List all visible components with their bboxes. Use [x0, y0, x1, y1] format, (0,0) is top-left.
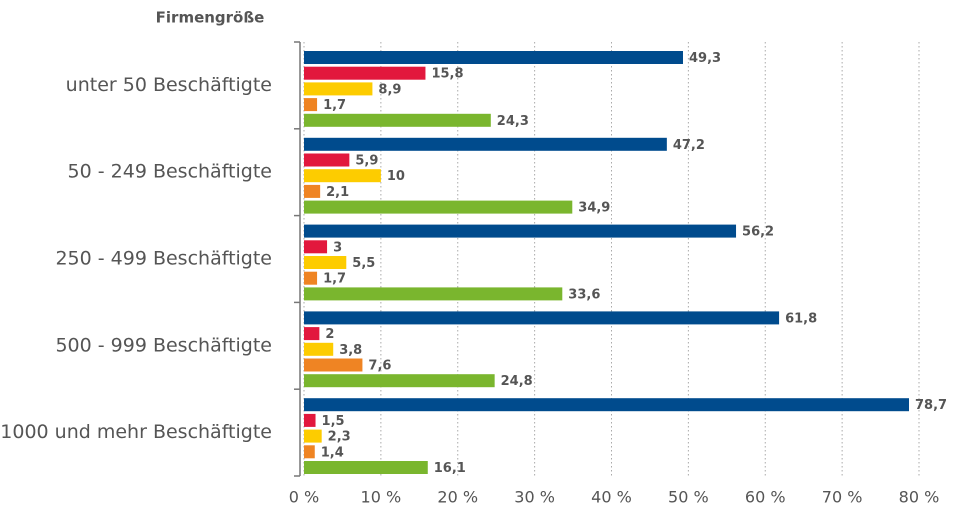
bar: [304, 66, 426, 80]
bar: [304, 287, 563, 301]
data-label: 1,7: [323, 272, 346, 287]
data-label: 24,8: [501, 374, 533, 389]
x-tick-label: 10 %: [361, 488, 402, 507]
bar: [304, 82, 373, 96]
data-label: 2: [325, 327, 334, 342]
bar: [304, 271, 318, 285]
data-label: 1,4: [321, 445, 344, 460]
data-label: 10: [387, 169, 405, 184]
data-label: 24,3: [497, 114, 529, 129]
y-tick-label: 1000 und mehr Beschäftigte: [0, 421, 272, 443]
bar: [304, 374, 495, 388]
bar: [304, 240, 328, 254]
data-label: 2,3: [328, 430, 351, 445]
bar: [304, 413, 316, 427]
data-label: 1,7: [323, 98, 346, 113]
data-label: 47,2: [673, 138, 705, 153]
data-label: 3: [333, 240, 342, 255]
bar: [304, 311, 780, 325]
bar: [304, 184, 321, 198]
data-label: 7,6: [368, 359, 391, 374]
bar: [304, 342, 334, 356]
x-tick-label: 30 %: [514, 488, 555, 507]
data-label: 33,6: [568, 287, 600, 302]
y-tick-label: 50 - 249 Beschäftigte: [68, 161, 272, 183]
bar: [304, 256, 347, 269]
x-tick-label: 50 %: [668, 488, 709, 507]
data-label: 15,8: [431, 67, 463, 82]
bar: [304, 137, 667, 151]
bar: [304, 398, 910, 412]
bar: [304, 358, 363, 372]
data-label: 16,1: [434, 461, 466, 476]
data-label: 1,5: [322, 414, 345, 429]
bar: [304, 51, 683, 64]
data-label: 49,3: [689, 51, 721, 66]
bar: [304, 461, 428, 474]
y-axis-title: Firmengröße: [156, 9, 265, 27]
bar: [304, 153, 350, 167]
data-label: 56,2: [742, 225, 774, 240]
x-tick-label: 70 %: [822, 488, 863, 507]
x-tick-label: 40 %: [591, 488, 632, 507]
data-label: 5,9: [355, 154, 378, 169]
x-tick-label: 80 %: [899, 488, 940, 507]
data-label: 8,9: [378, 82, 401, 97]
bar: [304, 429, 322, 443]
bar: [304, 98, 318, 112]
data-label: 3,8: [339, 343, 362, 358]
x-tick-label: 20 %: [437, 488, 478, 507]
bar: [304, 169, 381, 183]
y-tick-label: 250 - 499 Beschäftigte: [55, 248, 272, 270]
data-label: 34,9: [578, 201, 610, 216]
bar: [304, 113, 491, 127]
y-tick-label: 500 - 999 Beschäftigte: [55, 334, 272, 356]
bar: [304, 445, 315, 459]
data-label: 78,7: [915, 398, 947, 413]
bar: [304, 327, 320, 341]
data-label: 2,1: [326, 185, 349, 200]
data-label: 5,5: [352, 256, 375, 271]
x-tick-label: 0 %: [289, 488, 319, 507]
y-tick-label: unter 50 Beschäftigte: [66, 74, 272, 96]
bar: [304, 224, 737, 238]
x-tick-label: 60 %: [745, 488, 786, 507]
data-label: 61,8: [785, 311, 817, 326]
bar: [304, 200, 573, 214]
